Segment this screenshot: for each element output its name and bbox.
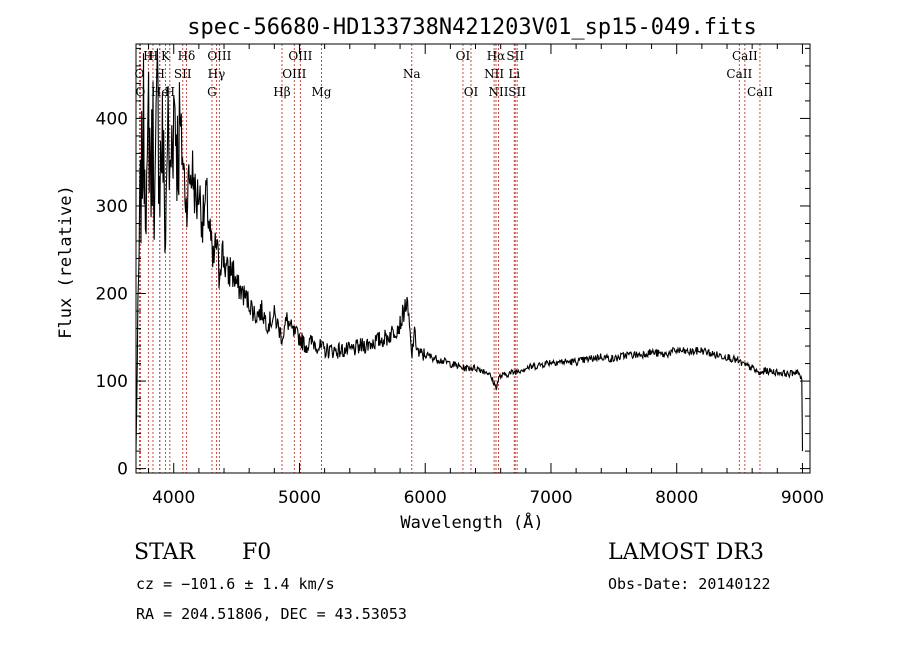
object-class: STAR (134, 540, 196, 565)
line-label-3: H (148, 49, 158, 63)
chart-title: spec-56680-HD133738N421203V01_sp15-049.f… (187, 15, 757, 40)
line-label-17: Na (403, 67, 421, 81)
line-label-25: SII (508, 85, 526, 99)
line-label-28: CaII (747, 85, 773, 99)
line-label-12: G (207, 85, 217, 99)
redshift-value: cz = −101.6 ± 1.4 km/s (136, 575, 335, 593)
line-label-19: OI (464, 85, 479, 99)
spectrum-line (135, 48, 804, 452)
line-label-8: SII (174, 67, 192, 81)
line-label-22: NII (489, 85, 509, 99)
x-tick-label-4000: 4000 (152, 488, 195, 508)
coordinates: RA = 204.51806, DEC = 43.53053 (136, 605, 407, 623)
line-label-27: CaII (726, 67, 752, 81)
line-label-18: OI (456, 49, 471, 63)
line-label-14: OIII (288, 49, 312, 63)
line-label-21: NII (484, 67, 504, 81)
line-label-6: He (151, 85, 169, 99)
line-label-24: Li (508, 67, 520, 81)
line-label-7: H (165, 85, 175, 99)
y-axis-ticks: 0 100 200 300 400 (96, 47, 810, 480)
line-label-2: O (135, 85, 145, 99)
survey-name: LAMOST DR3 (608, 540, 764, 565)
object-subclass: F0 (242, 540, 271, 565)
y-axis-label: Flux (relative) (56, 185, 76, 339)
x-tick-label-7000: 7000 (529, 488, 572, 508)
plot-frame (135, 43, 811, 474)
spectral-line-markers (138, 44, 761, 473)
y-tick-label-300: 300 (96, 197, 128, 217)
y-tick-label-100: 100 (96, 372, 128, 392)
line-label-10: OIII (207, 49, 231, 63)
line-label-13: Hβ (273, 85, 290, 99)
x-axis-label: Wavelength (Å) (400, 511, 543, 533)
line-label-9: Hδ (178, 49, 196, 63)
y-tick-label-400: 400 (96, 109, 128, 129)
x-tick-label-6000: 6000 (404, 488, 447, 508)
line-label-4: K (161, 49, 171, 63)
line-label-20: Hα (487, 49, 506, 63)
line-label-1: O (134, 67, 144, 81)
x-tick-label-5000: 5000 (278, 488, 321, 508)
line-label-11: Hγ (208, 67, 226, 81)
line-label-23: SII (506, 49, 524, 63)
line-label-5: H (155, 67, 165, 81)
observation-date: Obs-Date: 20140122 (608, 575, 771, 593)
x-tick-label-9000: 9000 (781, 488, 824, 508)
x-axis-ticks: 4000 5000 6000 7000 8000 9000 (148, 44, 824, 508)
line-label-0: H (143, 49, 153, 63)
y-tick-label-200: 200 (96, 285, 128, 305)
x-tick-label-8000: 8000 (655, 488, 698, 508)
y-tick-label-0: 0 (117, 460, 128, 480)
line-label-16: Mg (311, 85, 331, 99)
line-label-15: OIII (282, 67, 306, 81)
line-label-26: CaII (732, 49, 758, 63)
